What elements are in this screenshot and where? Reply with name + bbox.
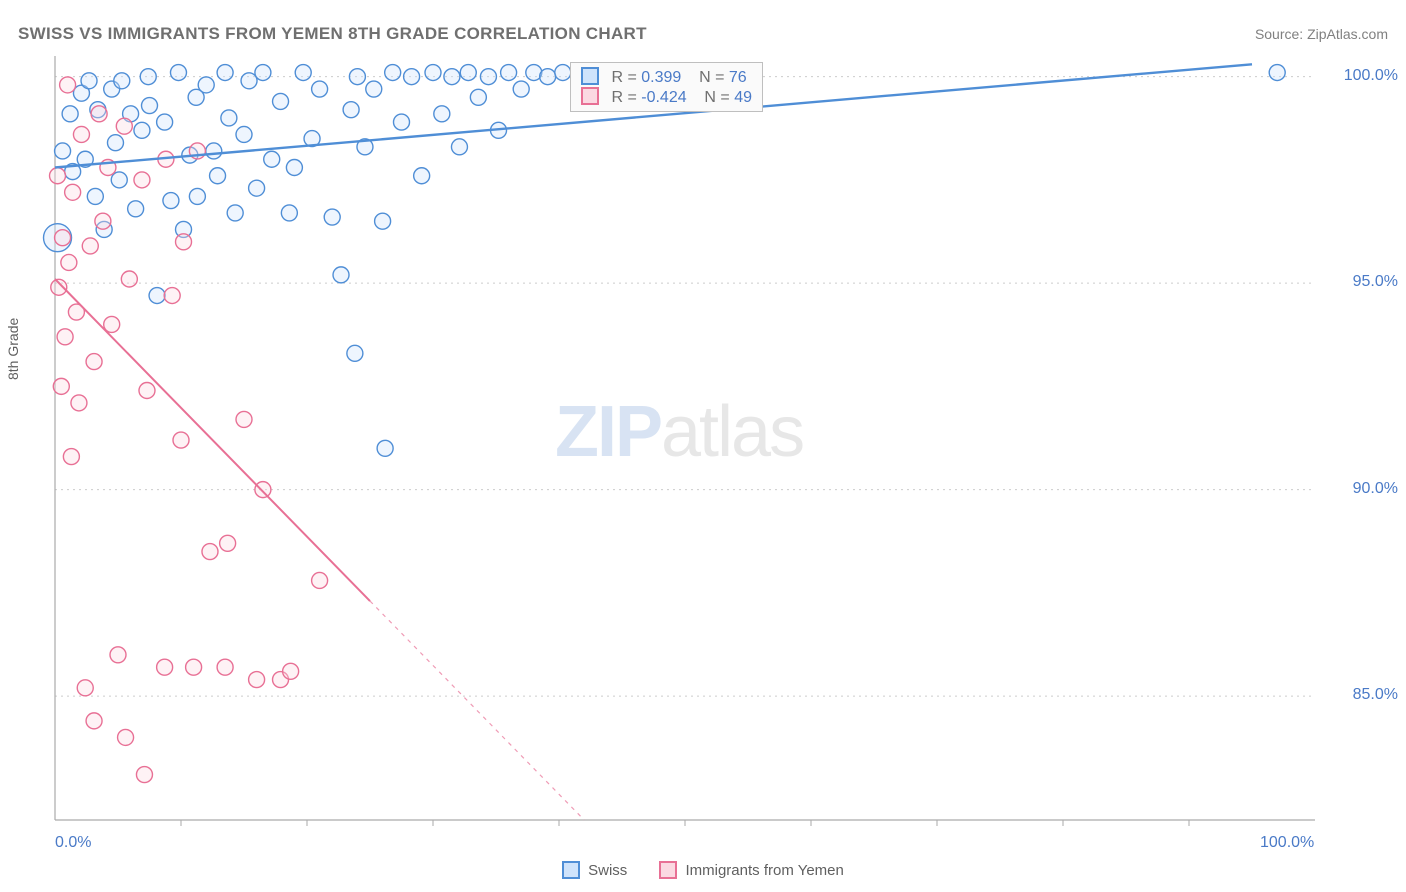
- legend: Swiss Immigrants from Yemen: [0, 861, 1406, 883]
- legend-item-swiss: Swiss: [562, 861, 627, 879]
- y-tick-label: 95.0%: [1278, 273, 1398, 291]
- chart-svg: [55, 56, 1315, 820]
- x-tick-label: 100.0%: [1260, 834, 1314, 852]
- y-tick-label: 85.0%: [1278, 686, 1398, 704]
- plot-area: R = 0.399 N = 76 R = -0.424 N = 49 ZIPat…: [55, 56, 1315, 820]
- y-tick-label: 100.0%: [1278, 67, 1398, 85]
- legend-label-swiss: Swiss: [588, 862, 627, 879]
- stats-box: R = 0.399 N = 76 R = -0.424 N = 49: [570, 62, 763, 112]
- y-tick-label: 90.0%: [1278, 480, 1398, 498]
- legend-label-yemen: Immigrants from Yemen: [685, 862, 843, 879]
- x-tick-label: 0.0%: [55, 834, 91, 852]
- legend-item-yemen: Immigrants from Yemen: [659, 861, 843, 879]
- y-axis-label: 8th Grade: [5, 318, 21, 380]
- source-label: Source: ZipAtlas.com: [1255, 26, 1388, 42]
- swatch-swiss: [562, 861, 580, 879]
- swatch-yemen: [659, 861, 677, 879]
- chart-title: SWISS VS IMMIGRANTS FROM YEMEN 8TH GRADE…: [18, 24, 647, 44]
